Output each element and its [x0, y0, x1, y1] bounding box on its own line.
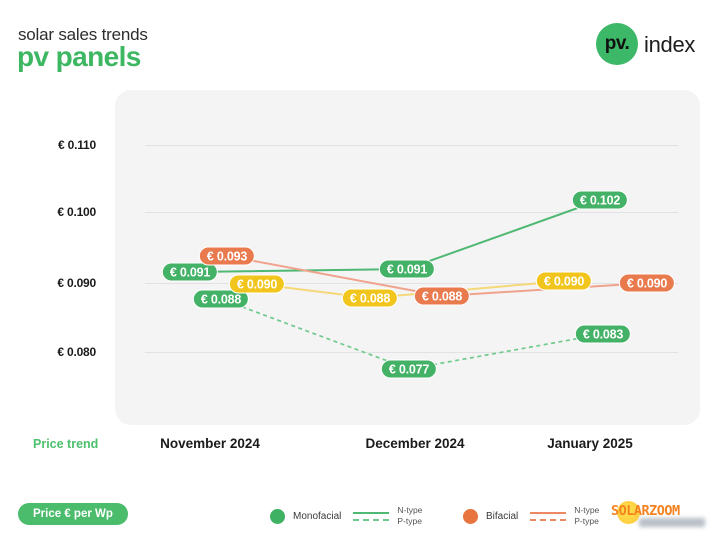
- bifacial-n-type-line-icon: [530, 511, 567, 514]
- bifacial-line-samples: [530, 511, 567, 521]
- watermark-subtext-blur: [639, 518, 705, 527]
- bifacial-dot-icon: [463, 508, 478, 524]
- data-badge-bifacial-p-nov: € 0.090: [228, 274, 286, 294]
- legend-bifacial: Bifacial N-type P-type: [463, 506, 599, 526]
- gridline-0110: [145, 145, 678, 146]
- logo-circle-icon: pv.: [596, 23, 638, 65]
- monofacial-dot-icon: [270, 508, 285, 524]
- logo-text: index: [644, 32, 696, 57]
- watermark-text: SOLARZOOM: [611, 503, 680, 519]
- legend-bifacial-p-type: P-type: [574, 516, 599, 526]
- monofacial-line-samples: [353, 511, 390, 521]
- data-badge-bifacial-n-nov: € 0.093: [198, 246, 256, 266]
- gridline-0100: [145, 212, 678, 213]
- data-badge-monofacial-p-jan: € 0.083: [574, 324, 632, 344]
- legend-bifacial-n-type: N-type: [574, 505, 600, 515]
- x-label-january-2025: January 2025: [547, 436, 633, 451]
- data-badge-monofacial-p-dec: € 0.077: [380, 359, 438, 379]
- x-label-november-2024: November 2024: [160, 436, 260, 451]
- bifacial-p-type-line-icon: [530, 518, 567, 521]
- legend-monofacial: Monofacial N-type P-type: [270, 506, 422, 526]
- data-badge-bifacial-n-jan: € 0.090: [618, 273, 676, 293]
- data-badge-bifacial-n-dec: € 0.088: [413, 286, 471, 306]
- legend-monofacial-n-type: N-type: [397, 505, 423, 515]
- data-badge-monofacial-n-jan: € 0.102: [571, 190, 629, 210]
- pv-index-logo: pv. index: [596, 23, 706, 67]
- page-title: pv panels: [17, 41, 141, 72]
- logo-circle-text: pv.: [604, 33, 630, 54]
- monofacial-p-type-line-icon: [353, 518, 390, 521]
- report-subtitle: solar sales trends: [18, 25, 148, 44]
- y-tick-0080: € 0.080: [57, 345, 96, 359]
- data-badge-bifacial-p-dec: € 0.088: [341, 288, 399, 308]
- y-tick-0110: € 0.110: [58, 138, 96, 152]
- legend-monofacial-label: Monofacial: [293, 510, 342, 522]
- gridline-0080: [145, 352, 678, 353]
- data-badge-monofacial-n-nov: € 0.091: [161, 262, 219, 282]
- price-unit-pill: Price € per Wp: [18, 503, 128, 525]
- watermark-sun-icon: [617, 501, 640, 524]
- x-label-december-2024: December 2024: [365, 436, 465, 451]
- data-badge-monofacial-n-dec: € 0.091: [378, 259, 436, 279]
- y-tick-0100: € 0.100: [57, 205, 96, 219]
- gridline-0090: [145, 283, 678, 284]
- price-trend-label: Price trend: [33, 437, 99, 451]
- legend-bifacial-label: Bifacial: [486, 510, 519, 522]
- data-badge-bifacial-p-jan: € 0.090: [535, 271, 593, 291]
- data-badge-monofacial-p-nov: € 0.088: [192, 289, 250, 309]
- legend-monofacial-p-type: P-type: [397, 516, 422, 526]
- y-tick-0090: € 0.090: [57, 276, 96, 290]
- monofacial-n-type-line-icon: [353, 511, 390, 514]
